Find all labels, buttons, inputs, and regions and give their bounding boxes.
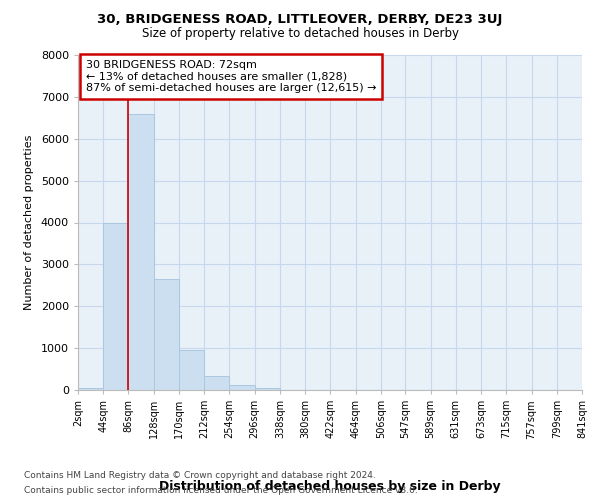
Bar xyxy=(229,385,254,390)
Text: 30 BRIDGENESS ROAD: 72sqm
← 13% of detached houses are smaller (1,828)
87% of se: 30 BRIDGENESS ROAD: 72sqm ← 13% of detac… xyxy=(86,60,376,93)
Text: Contains HM Land Registry data © Crown copyright and database right 2024.: Contains HM Land Registry data © Crown c… xyxy=(24,471,376,480)
Bar xyxy=(103,222,128,390)
Y-axis label: Number of detached properties: Number of detached properties xyxy=(24,135,34,310)
Bar xyxy=(179,350,204,390)
Bar xyxy=(128,114,154,390)
Bar xyxy=(254,388,280,390)
Text: 30, BRIDGENESS ROAD, LITTLEOVER, DERBY, DE23 3UJ: 30, BRIDGENESS ROAD, LITTLEOVER, DERBY, … xyxy=(97,12,503,26)
Bar xyxy=(154,279,179,390)
Bar xyxy=(204,376,229,390)
X-axis label: Distribution of detached houses by size in Derby: Distribution of detached houses by size … xyxy=(159,480,501,493)
Text: Size of property relative to detached houses in Derby: Size of property relative to detached ho… xyxy=(142,28,458,40)
Bar xyxy=(78,388,103,390)
Text: Contains public sector information licensed under the Open Government Licence v3: Contains public sector information licen… xyxy=(24,486,418,495)
